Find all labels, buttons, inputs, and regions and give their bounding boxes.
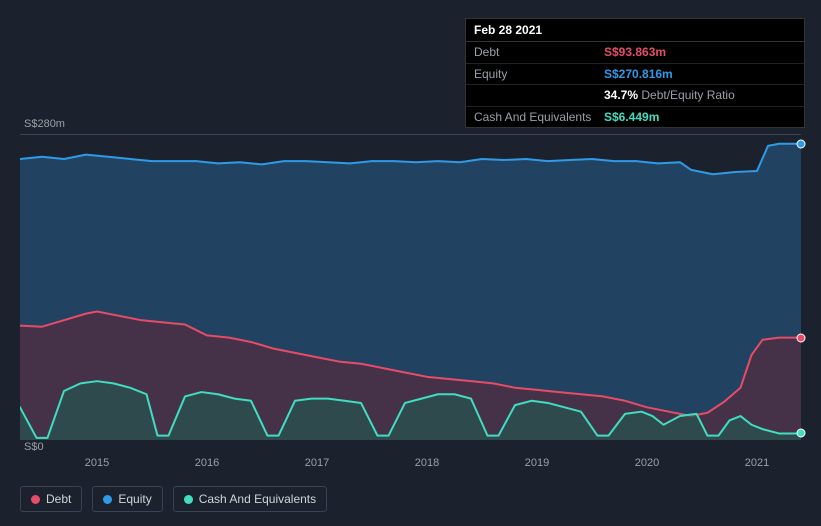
x-tick: 2015	[85, 457, 109, 469]
x-tick: 2021	[745, 457, 769, 469]
tooltip-row-value: S$270.816m	[604, 67, 673, 81]
chart-container: S$280m S$0 2015 2016 2017 2018 2019 2020 2021	[20, 118, 801, 475]
tooltip-row: 34.7% Debt/Equity Ratio	[466, 85, 804, 106]
series-marker-cash	[797, 429, 806, 438]
legend-item-equity[interactable]: Equity	[92, 486, 162, 512]
tooltip-row-value: S$93.863m	[604, 45, 666, 59]
legend-dot-icon	[31, 495, 40, 504]
x-tick: 2019	[525, 457, 549, 469]
tooltip-row: DebtS$93.863m	[466, 42, 804, 63]
x-tick: 2017	[305, 457, 329, 469]
chart-legend: Debt Equity Cash And Equivalents	[20, 486, 327, 512]
legend-dot-icon	[184, 495, 193, 504]
legend-label: Debt	[46, 492, 71, 506]
legend-item-debt[interactable]: Debt	[20, 486, 82, 512]
tooltip-row-label	[474, 88, 604, 102]
x-tick: 2018	[415, 457, 439, 469]
series-marker-debt	[797, 333, 806, 342]
series-marker-equity	[797, 139, 806, 148]
data-tooltip: Feb 28 2021 DebtS$93.863mEquityS$270.816…	[465, 18, 805, 128]
chart-svg	[20, 135, 801, 440]
legend-dot-icon	[103, 495, 112, 504]
tooltip-row: EquityS$270.816m	[466, 64, 804, 85]
x-tick: 2016	[195, 457, 219, 469]
tooltip-date: Feb 28 2021	[466, 19, 804, 42]
y-axis-min-label: S$0	[24, 441, 801, 453]
legend-label: Equity	[118, 492, 151, 506]
x-axis-ticks: 2015 2016 2017 2018 2019 2020 2021	[20, 457, 801, 475]
tooltip-row-label: Debt	[474, 45, 604, 59]
x-tick: 2020	[635, 457, 659, 469]
y-axis-max-label: S$280m	[24, 118, 801, 130]
chart-plot-area[interactable]	[20, 134, 801, 439]
legend-label: Cash And Equivalents	[199, 492, 316, 506]
tooltip-row-label: Equity	[474, 67, 604, 81]
tooltip-row-value: 34.7% Debt/Equity Ratio	[604, 88, 735, 102]
legend-item-cash-and-equivalents[interactable]: Cash And Equivalents	[173, 486, 327, 512]
